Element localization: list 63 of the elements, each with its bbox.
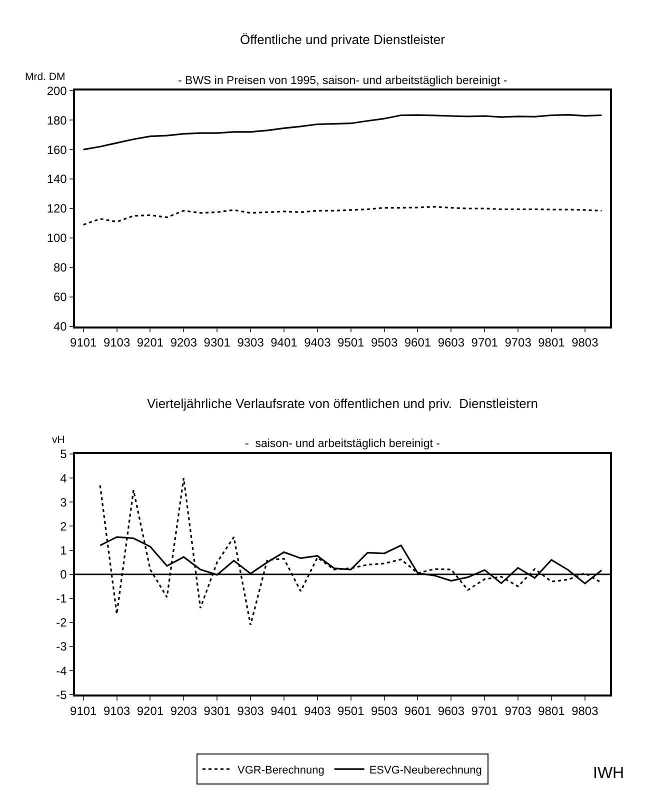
y-tick-label: 3 [60, 495, 68, 510]
y-tick-label: 2 [60, 519, 68, 534]
line-series [82, 206, 602, 226]
x-tick-label: 9103 [103, 704, 130, 718]
y-tick-label: 200 [46, 84, 68, 98]
x-tick-label: 9301 [204, 704, 231, 718]
x-tick-label: 9501 [338, 336, 365, 350]
x-tick-label: 9203 [170, 336, 198, 350]
x-tick-label: 9403 [304, 704, 332, 718]
chart-title: Vierteljährliche Verlaufsrate von öffentlichen und priv. Dienstleistern [147, 396, 538, 411]
x-tick-label: 9401 [270, 336, 298, 350]
x-tick-label: 9701 [471, 704, 498, 718]
x-tick-label: 9601 [404, 336, 432, 350]
legend-label: VGR-Berechnung [238, 764, 324, 776]
y-tick-label: 120 [46, 202, 68, 216]
x-tick-label: 9401 [270, 704, 298, 718]
x-tick-label: 9803 [572, 704, 599, 718]
x-tick-label: 9101 [70, 336, 98, 350]
y-tick-label: 40 [53, 320, 68, 334]
y-tick-label: 160 [46, 142, 68, 157]
y-tick-label: -3 [56, 640, 68, 654]
x-tick-label: 9303 [237, 704, 264, 718]
y-tick-label: 4 [60, 471, 68, 486]
y-tick-label: 1 [60, 543, 68, 558]
x-tick-label: 9803 [572, 336, 599, 350]
legend-label: ESVG-Neuberechnung [369, 764, 482, 776]
text: IWH [593, 765, 624, 782]
y-tick-label: -5 [56, 688, 68, 702]
y-tick-label: 80 [53, 260, 68, 275]
y-axis-title: Mrd. DM [25, 71, 66, 83]
y-tick-label: -2 [56, 616, 68, 630]
x-tick-label: 9203 [170, 704, 198, 718]
x-tick-label: 9801 [538, 704, 566, 718]
y-tick-label: 180 [46, 113, 68, 128]
x-tick-label: 9701 [471, 336, 498, 350]
x-tick-label: 9403 [304, 336, 332, 350]
x-tick-label: 9703 [504, 336, 532, 350]
y-axis-title: vH [52, 434, 65, 446]
y-tick-label: 0 [60, 568, 68, 582]
x-tick-label: 9703 [504, 704, 532, 718]
y-tick-label: 100 [46, 231, 68, 246]
x-tick-label: 9801 [538, 336, 566, 350]
x-tick-label: 9601 [404, 704, 432, 718]
y-tick-label: 60 [53, 290, 68, 304]
x-tick-label: 9301 [204, 336, 231, 350]
x-tick-label: 9503 [370, 704, 398, 718]
x-tick-label: 9303 [237, 336, 264, 350]
y-tick-label: 140 [46, 172, 68, 186]
chart-subtitle: - saison- und arbeitstäglich bereinigt - [245, 438, 440, 450]
x-tick-label: 9501 [338, 704, 365, 718]
chart-title: Öffentliche und private Dienstleister [240, 32, 446, 47]
x-tick-label: 9603 [438, 704, 465, 718]
x-tick-label: 9603 [438, 336, 465, 350]
x-tick-label: 9201 [136, 336, 164, 350]
line-series [82, 114, 602, 150]
chart-subtitle: - BWS in Preisen von 1995, saison- und arbeitstäglich bereinigt - [178, 75, 508, 87]
x-tick-label: 9101 [70, 704, 98, 718]
y-tick-label: 5 [60, 447, 68, 462]
x-tick-label: 9201 [136, 704, 164, 718]
y-tick-label: -4 [56, 664, 68, 678]
x-tick-label: 9103 [103, 336, 130, 350]
x-tick-label: 9503 [370, 336, 398, 350]
y-tick-label: -1 [56, 592, 68, 606]
